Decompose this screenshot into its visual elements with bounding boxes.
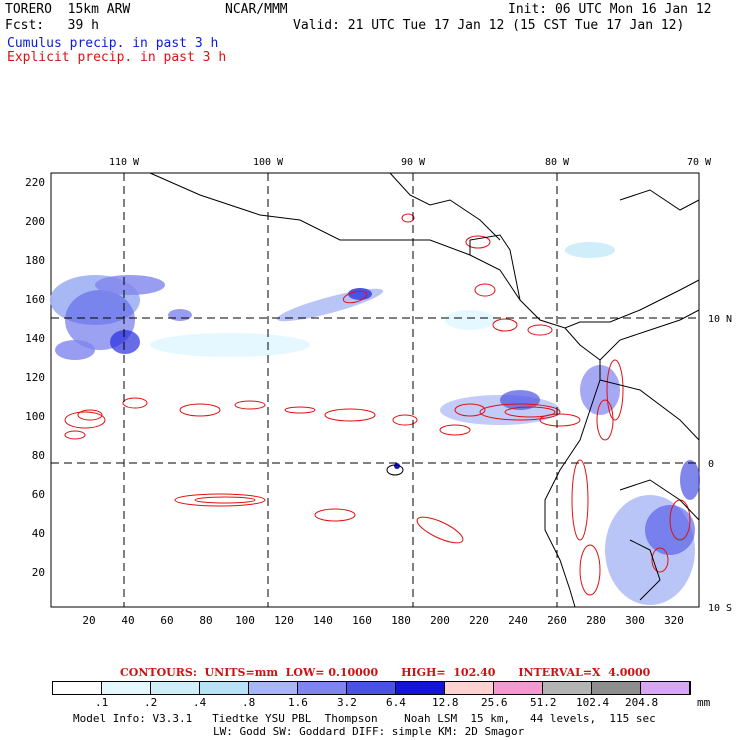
lon-label: 80 W <box>545 157 570 168</box>
color-bin <box>396 682 445 694</box>
x-tick-label: 220 <box>469 614 489 627</box>
y-tick-label: 200 <box>25 215 45 228</box>
color-bin-label: .2 <box>144 696 158 709</box>
y-tick-label: 220 <box>25 176 45 189</box>
y-tick-label: 160 <box>25 293 45 306</box>
color-bin-label: 12.8 <box>432 696 459 709</box>
y-tick-label: 140 <box>25 332 45 345</box>
explicit-label: Explicit precip. in past 3 h <box>7 50 227 65</box>
color-bin <box>151 682 200 694</box>
color-bin <box>543 682 592 694</box>
y-tick-label: 80 <box>32 449 45 462</box>
model-info: Model Info: V3.3.1 Tiedtke YSU PBL Thomp… <box>73 712 656 725</box>
model-title: TORERO 15km ARW <box>5 2 131 17</box>
color-bin <box>641 682 690 694</box>
color-bin <box>249 682 298 694</box>
coastlines <box>149 172 700 608</box>
lon-label: 100 W <box>253 157 284 168</box>
color-bin <box>298 682 347 694</box>
color-bin-label: 3.2 <box>337 696 357 709</box>
color-bin <box>494 682 543 694</box>
x-tick-label: 120 <box>274 614 294 627</box>
physics-info: LW: Godd SW: Goddard DIFF: simple KM: 2D… <box>213 725 525 738</box>
color-bin <box>102 682 151 694</box>
org-title: NCAR/MMM <box>225 2 288 17</box>
explicit-precip-contours <box>64 213 691 596</box>
contour-info: CONTOURS: UNITS=mm LOW= 0.10000 HIGH= 10… <box>120 666 651 679</box>
color-bin-label: 102.4 <box>576 696 610 709</box>
x-tick-label: 20 <box>82 614 95 627</box>
x-tick-label: 80 <box>199 614 212 627</box>
lon-label: 110 W <box>109 157 140 168</box>
color-bin-label: 25.6 <box>481 696 508 709</box>
precip-map: 110 W 100 W 90 W 80 W 70 W 10 N 0 10 S 220 200 1… <box>25 157 732 627</box>
y-tick-label: 20 <box>32 566 45 579</box>
color-bin-label: 51.2 <box>530 696 557 709</box>
color-bin-label: .4 <box>193 696 207 709</box>
lat-label: 0 <box>708 459 714 470</box>
x-tick-label: 260 <box>547 614 567 627</box>
lat-lon-grid <box>51 173 699 607</box>
color-bin <box>200 682 249 694</box>
y-tick-label: 40 <box>32 527 45 540</box>
lon-label: 90 W <box>401 157 426 168</box>
lat-label: 10 S <box>708 603 732 614</box>
color-bin <box>53 682 102 694</box>
y-tick-label: 60 <box>32 488 45 501</box>
x-tick-label: 40 <box>121 614 134 627</box>
x-tick-label: 160 <box>352 614 372 627</box>
x-tick-label: 100 <box>235 614 255 627</box>
x-tick-label: 280 <box>586 614 606 627</box>
color-bin <box>347 682 396 694</box>
x-tick-label: 240 <box>508 614 528 627</box>
color-bin <box>592 682 641 694</box>
color-bin-label: 6.4 <box>386 696 406 709</box>
x-tick-label: 200 <box>430 614 450 627</box>
y-tick-label: 100 <box>25 410 45 423</box>
color-bin-label: 1.6 <box>288 696 308 709</box>
color-bin-label: .8 <box>242 696 256 709</box>
forecast-hour: Fcst: 39 h <box>5 18 99 33</box>
color-bin-label: .1 <box>95 696 109 709</box>
color-bin-label: 204.8 <box>625 696 659 709</box>
x-tick-label: 300 <box>625 614 645 627</box>
valid-time: Valid: 21 UTC Tue 17 Jan 12 (15 CST Tue … <box>293 18 685 33</box>
color-bin <box>445 682 494 694</box>
unit-label: mm <box>697 696 711 709</box>
x-tick-label: 140 <box>313 614 333 627</box>
y-tick-label: 180 <box>25 254 45 267</box>
x-tick-label: 320 <box>664 614 684 627</box>
lon-label: 70 W <box>687 157 712 168</box>
lat-label: 10 N <box>708 314 732 325</box>
cumulus-label: Cumulus precip. in past 3 h <box>7 36 219 51</box>
x-tick-label: 180 <box>391 614 411 627</box>
x-tick-label: 60 <box>160 614 173 627</box>
y-tick-label: 120 <box>25 371 45 384</box>
color-bar <box>52 681 691 695</box>
init-time: Init: 06 UTC Mon 16 Jan 12 <box>508 2 712 17</box>
